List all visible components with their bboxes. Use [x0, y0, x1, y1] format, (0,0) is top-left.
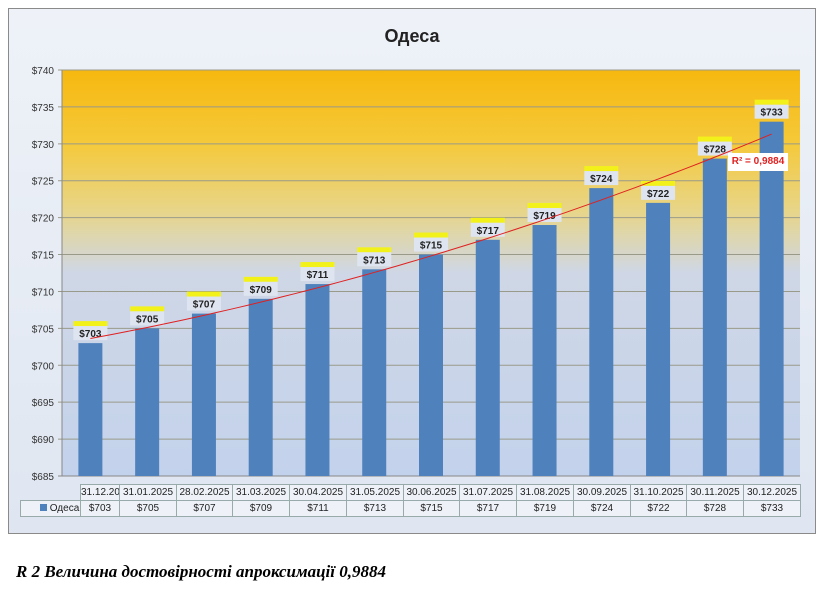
y-tick-label: $720 — [32, 214, 55, 225]
data-label-box — [527, 208, 562, 223]
table-value: $733 — [743, 500, 801, 517]
x-category-label: 31.12.2024 — [80, 484, 131, 501]
bar — [419, 254, 443, 476]
data-label-box — [414, 237, 448, 252]
data-label: $713 — [363, 255, 386, 266]
y-tick-label: $740 — [32, 66, 55, 77]
data-label-highlight — [697, 136, 732, 142]
table-value: $722 — [630, 500, 687, 517]
data-label-box — [584, 171, 619, 186]
y-tick-label: $715 — [32, 251, 55, 262]
data-label-box — [186, 296, 221, 311]
bar — [702, 158, 727, 476]
x-category-label: 31.08.2025 — [516, 484, 574, 501]
data-label: $733 — [760, 108, 783, 119]
x-category-label: 31.05.2025 — [346, 484, 404, 501]
bar — [191, 313, 216, 476]
y-tick-label: $710 — [32, 287, 55, 298]
table-value: $711 — [289, 500, 347, 517]
table-value: $719 — [516, 500, 574, 517]
legend-swatch — [39, 504, 47, 511]
data-label: $703 — [79, 329, 102, 340]
data-label-box — [130, 311, 165, 326]
bar — [532, 225, 557, 476]
y-tick-label: $685 — [32, 472, 55, 483]
bar — [305, 284, 330, 476]
table-value: $705 — [119, 500, 177, 517]
x-category-label: 30.12.2025 — [743, 484, 801, 501]
table-value: $713 — [346, 500, 404, 517]
data-label-highlight — [470, 217, 505, 223]
y-tick-label: $690 — [32, 435, 55, 446]
chart-title: Одеса — [384, 26, 440, 46]
data-label: $724 — [590, 174, 613, 185]
data-label-highlight — [754, 99, 789, 105]
x-category-label: 31.01.2025 — [119, 484, 177, 501]
legend-cell: Одеса — [20, 500, 99, 517]
data-label-highlight — [73, 321, 108, 327]
bar — [135, 328, 160, 476]
data-label-highlight — [584, 166, 619, 172]
bar — [589, 188, 614, 477]
table-value: $728 — [686, 500, 744, 517]
legend-label: Одеса — [49, 503, 80, 514]
data-label-box — [697, 141, 732, 156]
bar — [759, 121, 784, 476]
x-category-label: 30.09.2025 — [573, 484, 631, 501]
data-label-highlight — [414, 232, 448, 238]
data-label-highlight — [300, 262, 335, 268]
x-category-label: 31.07.2025 — [459, 484, 517, 501]
trendline — [90, 133, 772, 339]
data-label-highlight — [186, 291, 221, 297]
y-tick-label: $725 — [32, 177, 55, 188]
r-squared-label: R² = 0,9884 — [728, 153, 788, 171]
data-label-highlight — [243, 276, 278, 282]
bar — [78, 343, 103, 476]
data-label-highlight — [357, 247, 392, 253]
table-value: $709 — [232, 500, 290, 517]
x-category-label: 28.02.2025 — [176, 484, 233, 501]
y-tick-label: $735 — [32, 103, 55, 114]
y-tick-label: $705 — [32, 324, 55, 335]
bar — [248, 298, 273, 476]
data-label-highlight — [130, 306, 165, 312]
data-label-box — [470, 222, 505, 237]
data-label: $705 — [136, 314, 159, 325]
x-category-label: 30.11.2025 — [686, 484, 744, 501]
bar — [475, 239, 500, 476]
table-value: $703 — [80, 500, 120, 517]
y-tick-label: $700 — [32, 361, 55, 372]
x-category-label: 30.04.2025 — [289, 484, 347, 501]
x-category-label: 30.06.2025 — [403, 484, 460, 501]
bar — [362, 269, 387, 476]
table-value: $715 — [403, 500, 460, 517]
data-label: $707 — [193, 300, 216, 311]
data-label: $722 — [647, 189, 670, 200]
data-label-box — [754, 104, 789, 119]
y-tick-label: $730 — [32, 140, 55, 151]
data-label-highlight — [527, 203, 562, 209]
data-label: $709 — [250, 285, 273, 296]
data-label: $715 — [420, 241, 443, 252]
data-label: $711 — [307, 270, 329, 281]
data-label: $717 — [477, 226, 500, 237]
data-label-box — [641, 185, 676, 200]
table-value: $724 — [573, 500, 631, 517]
y-tick-label: $695 — [32, 398, 55, 409]
x-category-label: 31.03.2025 — [232, 484, 290, 501]
table-value: $717 — [459, 500, 517, 517]
data-label-box — [357, 252, 392, 267]
bar — [646, 202, 671, 476]
data-label-box — [300, 267, 335, 282]
data-label-highlight — [641, 180, 676, 186]
x-category-label: 31.10.2025 — [630, 484, 687, 501]
data-label: $728 — [704, 145, 727, 156]
data-label-box — [243, 281, 278, 296]
caption: R 2 Величина достовірності апроксимації … — [16, 562, 386, 581]
table-value: $707 — [176, 500, 233, 517]
data-label: $719 — [533, 211, 556, 222]
